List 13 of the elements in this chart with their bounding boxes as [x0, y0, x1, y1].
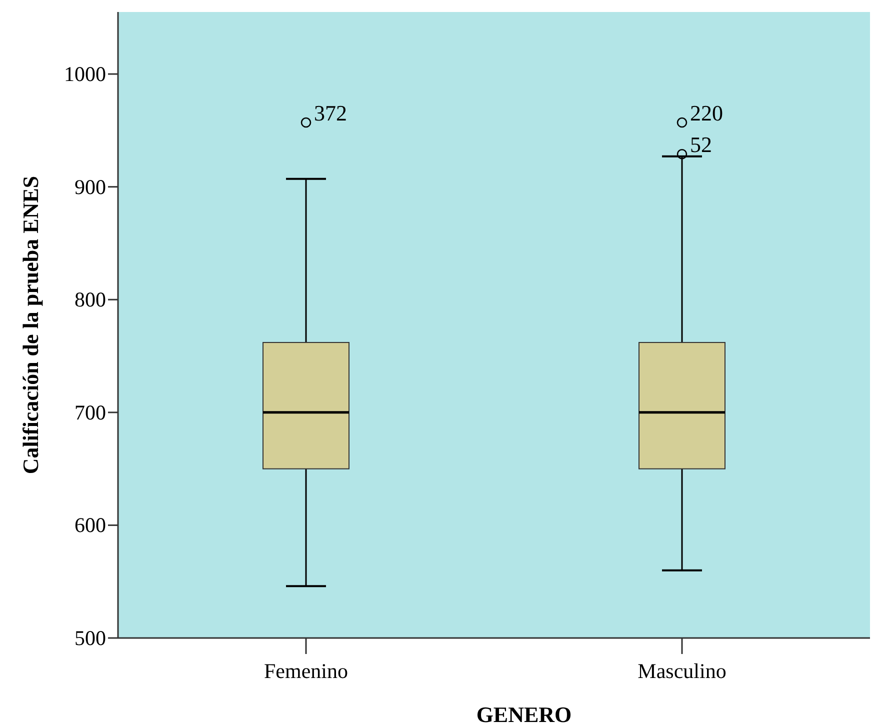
y-axis-title: Calificación de la prueba ENES: [18, 176, 43, 474]
y-tick-label: 800: [74, 288, 106, 312]
y-tick-label: 1000: [64, 62, 106, 86]
x-axis-title: GENERO: [476, 702, 572, 726]
y-tick-label: 600: [74, 513, 106, 538]
annotation: 220: [690, 100, 723, 126]
annotation: 52: [690, 132, 712, 158]
y-tick-label: 900: [74, 174, 106, 199]
x-tick-label: Masculino: [638, 659, 726, 683]
x-tick-label: Femenino: [264, 659, 348, 683]
y-tick-label: 500: [74, 626, 106, 650]
y-tick-label: 700: [74, 400, 106, 424]
annotation: 372: [314, 100, 347, 126]
